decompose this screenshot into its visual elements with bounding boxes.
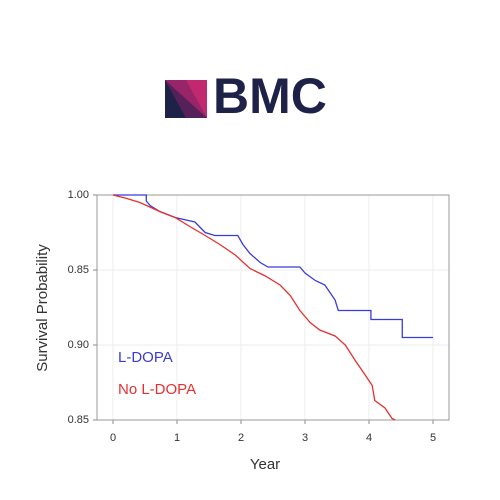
y-tick-label: 0.85 bbox=[68, 414, 89, 426]
x-tick-label: 1 bbox=[174, 432, 180, 444]
legend-label: No L-DOPA bbox=[118, 381, 196, 398]
x-tick-label: 3 bbox=[302, 432, 308, 444]
legend-label: L-DOPA bbox=[118, 349, 173, 366]
x-tick-label: 2 bbox=[238, 432, 244, 444]
x-tick-label: 4 bbox=[366, 432, 372, 444]
x-tick-label: 5 bbox=[430, 432, 436, 444]
survival-curve bbox=[113, 194, 433, 339]
y-tick-label: 0.90 bbox=[68, 339, 89, 351]
x-axis-label: Year bbox=[250, 456, 280, 473]
survival-curve bbox=[112, 194, 396, 421]
x-tick-label: 0 bbox=[110, 432, 116, 444]
logo-text: BMC bbox=[213, 68, 327, 124]
y-tick-label: 0.85 bbox=[68, 264, 89, 276]
logo-band bbox=[165, 80, 207, 118]
y-axis-label: Survival Probability bbox=[34, 244, 51, 372]
plot-frame bbox=[96, 194, 450, 421]
y-tick-label: 1.00 bbox=[68, 189, 89, 201]
logo: BMC bbox=[165, 68, 327, 124]
